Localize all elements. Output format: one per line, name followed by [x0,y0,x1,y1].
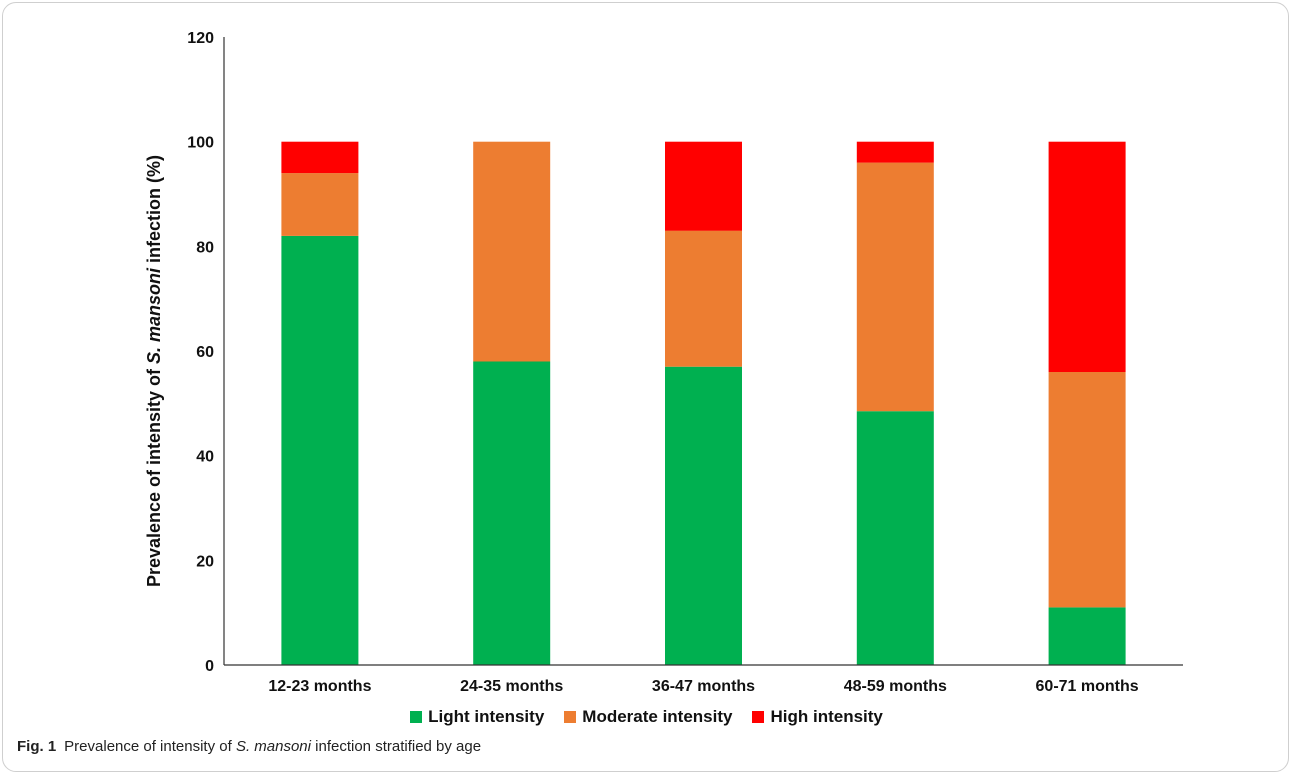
axes-group: 12-23 months 24-35 months 36-47 months 48-5… [187,30,1183,695]
legend-label-light: Light intensity [428,707,545,726]
bar-segment-light-4 [856,411,934,665]
bar-segment-light-5 [1048,607,1126,665]
bar-segment-light-1 [281,235,359,665]
bar-segment-moderate-3 [665,230,742,367]
legend-item-high: High intensity [752,707,883,727]
bar-segment-moderate-5 [1048,371,1126,608]
bar-segment-moderate-2 [473,141,551,362]
y-tick-label: 80 [196,239,214,256]
bar-segment-light-2 [473,361,551,665]
bars-group [281,141,1126,665]
legend-swatch-high [752,711,765,723]
caption-text-before: Prevalence of intensity of [64,738,236,755]
bar-segment-moderate-4 [856,162,934,412]
y-tick-label: 60 [196,344,214,361]
caption-text-after: infection stratified by age [310,738,482,755]
x-tick-label: 12-23 months [268,678,371,695]
legend-label-moderate: Moderate intensity [582,707,733,726]
x-tick-label: 60-71 months [1036,678,1139,695]
caption-text-italic: S. mansoni [235,738,311,755]
legend-item-light: Light intensity [410,707,544,727]
bar-segment-high-3 [665,141,742,231]
bar-segment-light-3 [665,366,742,665]
y-tick-label: 120 [187,30,214,47]
bar-segment-high-4 [856,141,934,163]
figure-caption: Fig. 1 Prevalence of intensity of S. mans… [17,738,481,755]
chart-legend: Light intensity Moderate intensity High … [0,707,1293,727]
y-tick-label: 20 [196,553,214,570]
x-tick-label: 36-47 months [652,678,755,695]
y-tick-label: 40 [196,449,214,466]
legend-swatch-light [410,711,423,723]
y-tick-label: 0 [205,658,214,675]
bar-segment-moderate-1 [281,173,359,236]
legend-label-high: High intensity [770,707,883,726]
bar-segment-high-1 [281,141,359,174]
x-tick-label: 24-35 months [460,678,563,695]
legend-item-moderate: Moderate intensity [564,707,732,727]
legend-swatch-moderate [564,711,577,723]
figure-label: Fig. 1 [17,738,57,755]
x-tick-label: 48-59 months [844,678,947,695]
y-tick-label: 100 [187,135,214,152]
y-axis-title: Prevalence of intensity of S. mansoni in… [144,155,164,587]
bar-segment-high-5 [1048,141,1126,372]
stacked-bar-chart: 12-23 months 24-35 months 36-47 months 48-5… [144,30,1183,695]
